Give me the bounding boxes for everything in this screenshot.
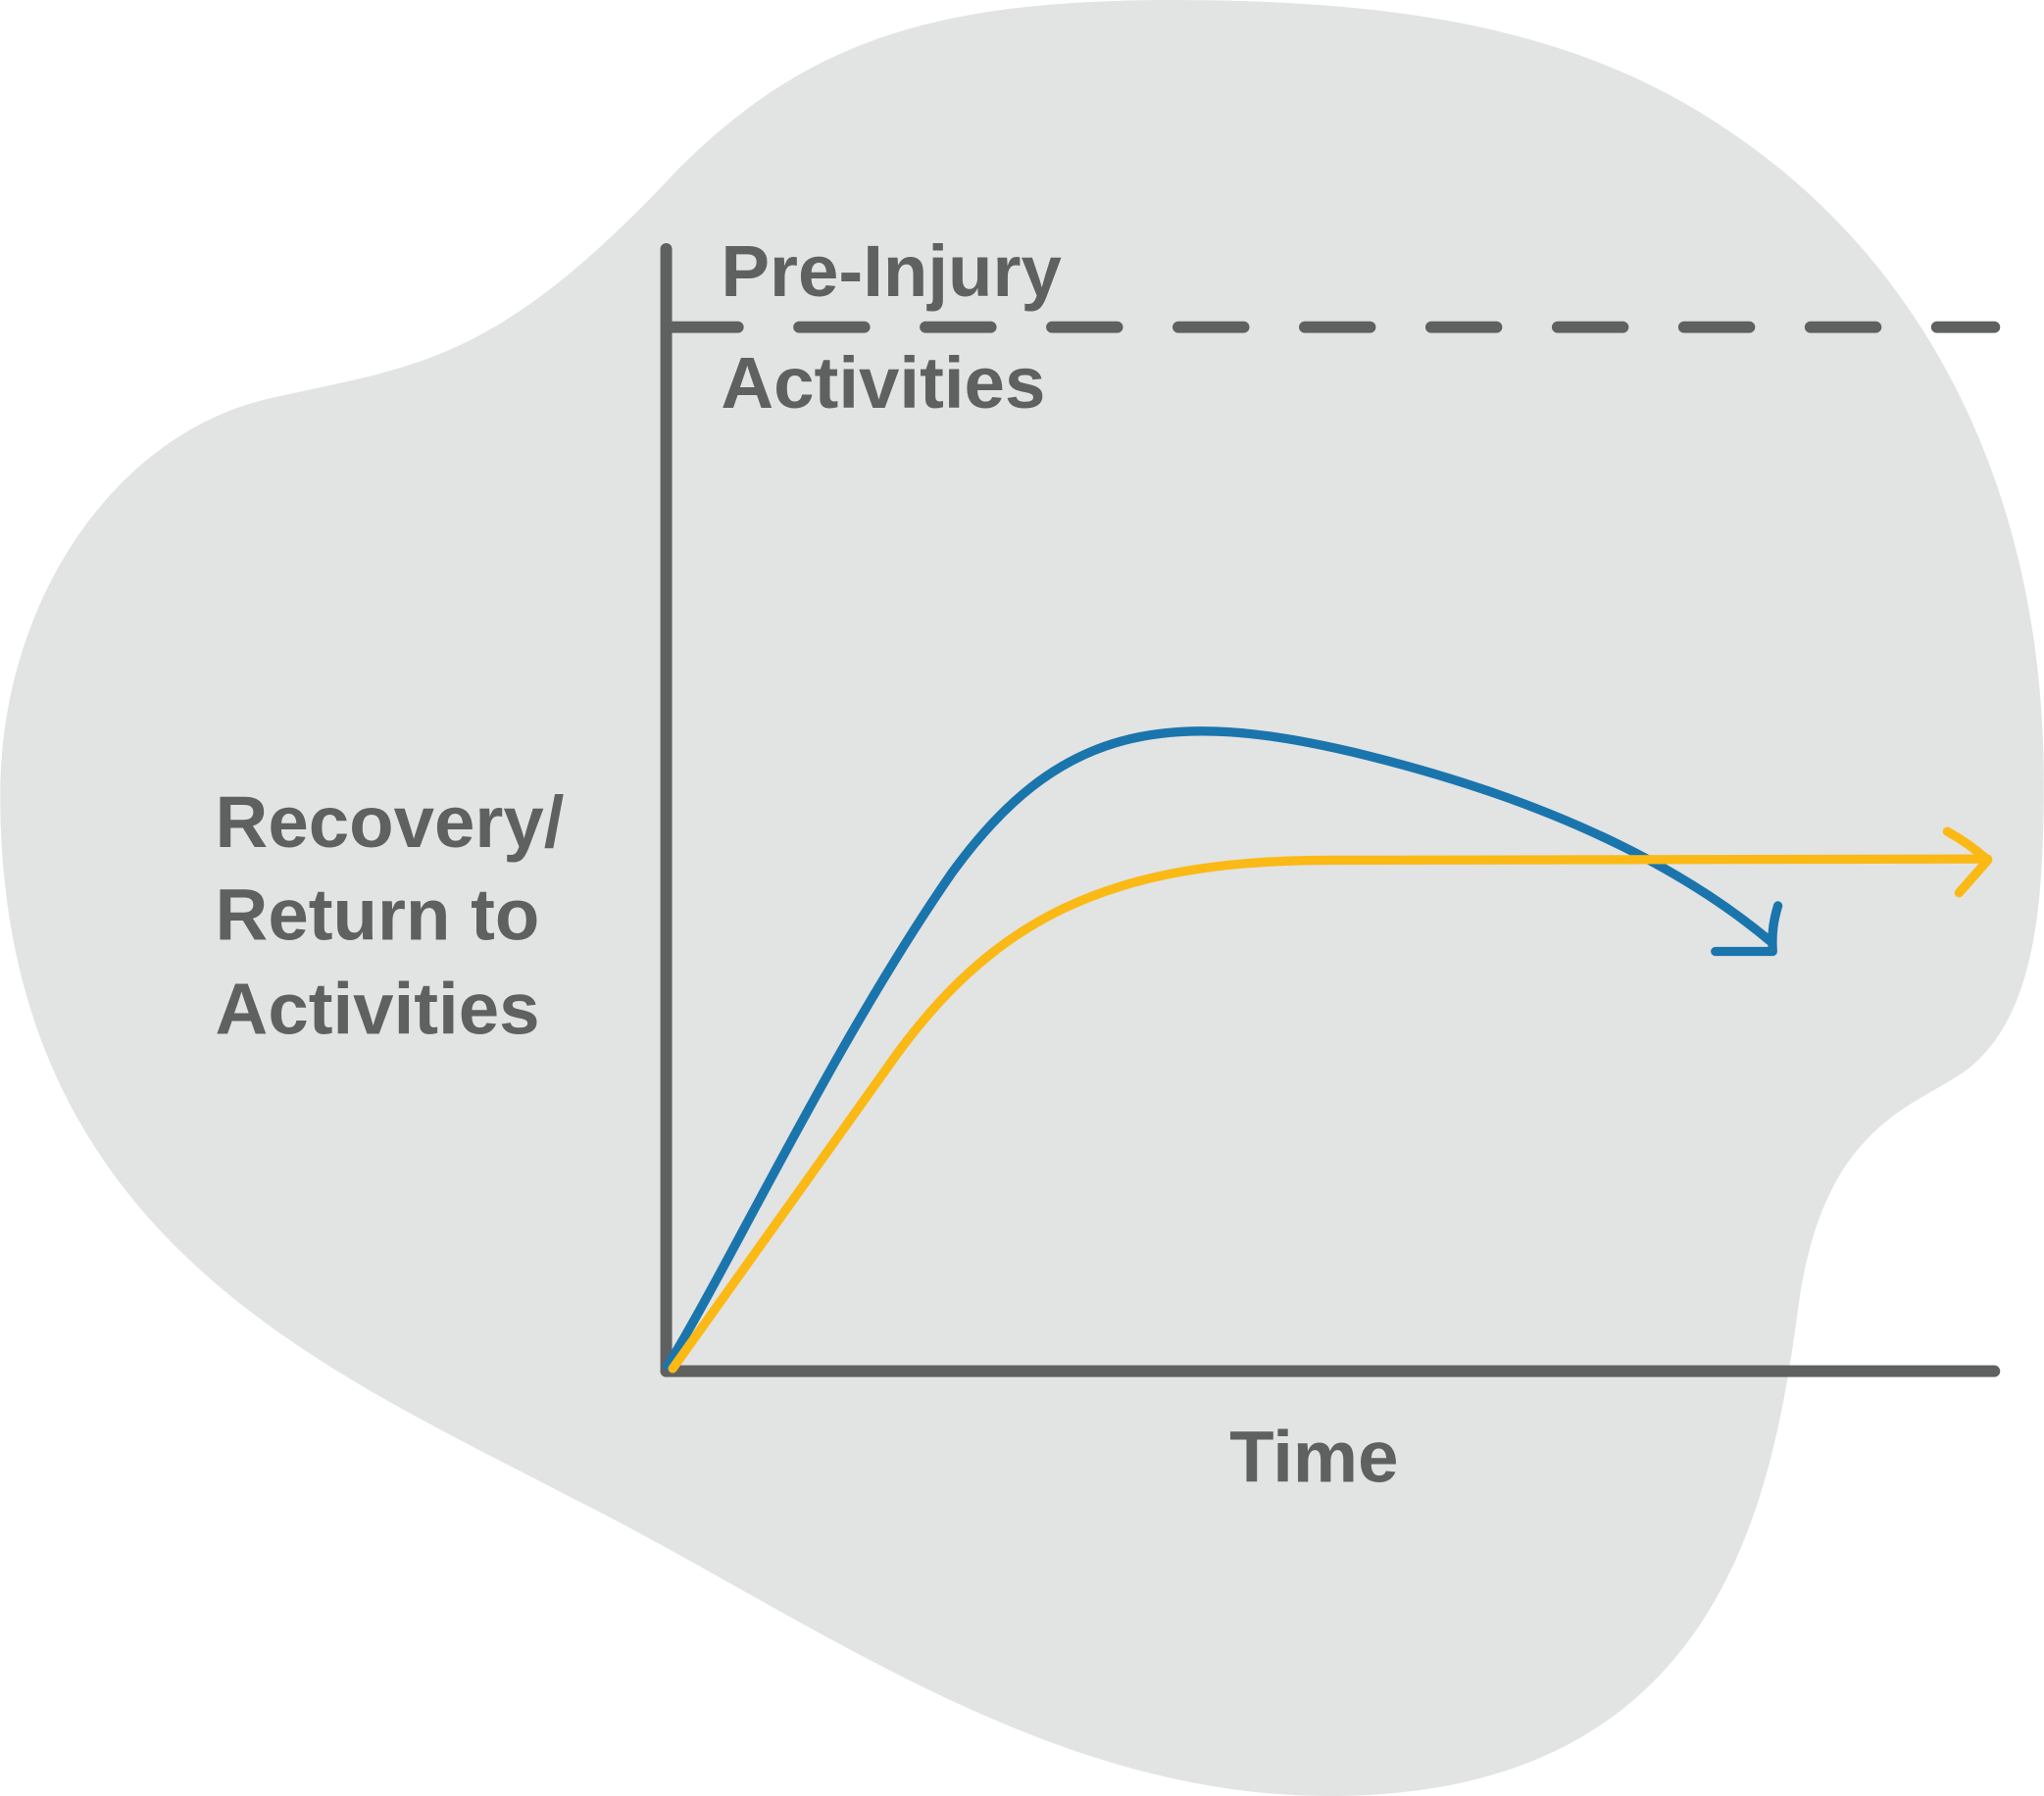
blue-arrowhead xyxy=(1711,901,1783,957)
x-axis-label: Time xyxy=(1229,1417,1398,1498)
y-axis-label: Recovery/ xyxy=(216,781,565,863)
yellow-arrowhead xyxy=(1942,826,1993,898)
blue-curve xyxy=(663,726,1775,1371)
reference-label: Pre-Injury xyxy=(721,230,1061,312)
yellow-curve xyxy=(668,854,1993,1373)
y-axis-label: Return to xyxy=(216,874,540,956)
y-axis-label: Activities xyxy=(216,968,540,1049)
reference-label: Activities xyxy=(721,342,1045,424)
